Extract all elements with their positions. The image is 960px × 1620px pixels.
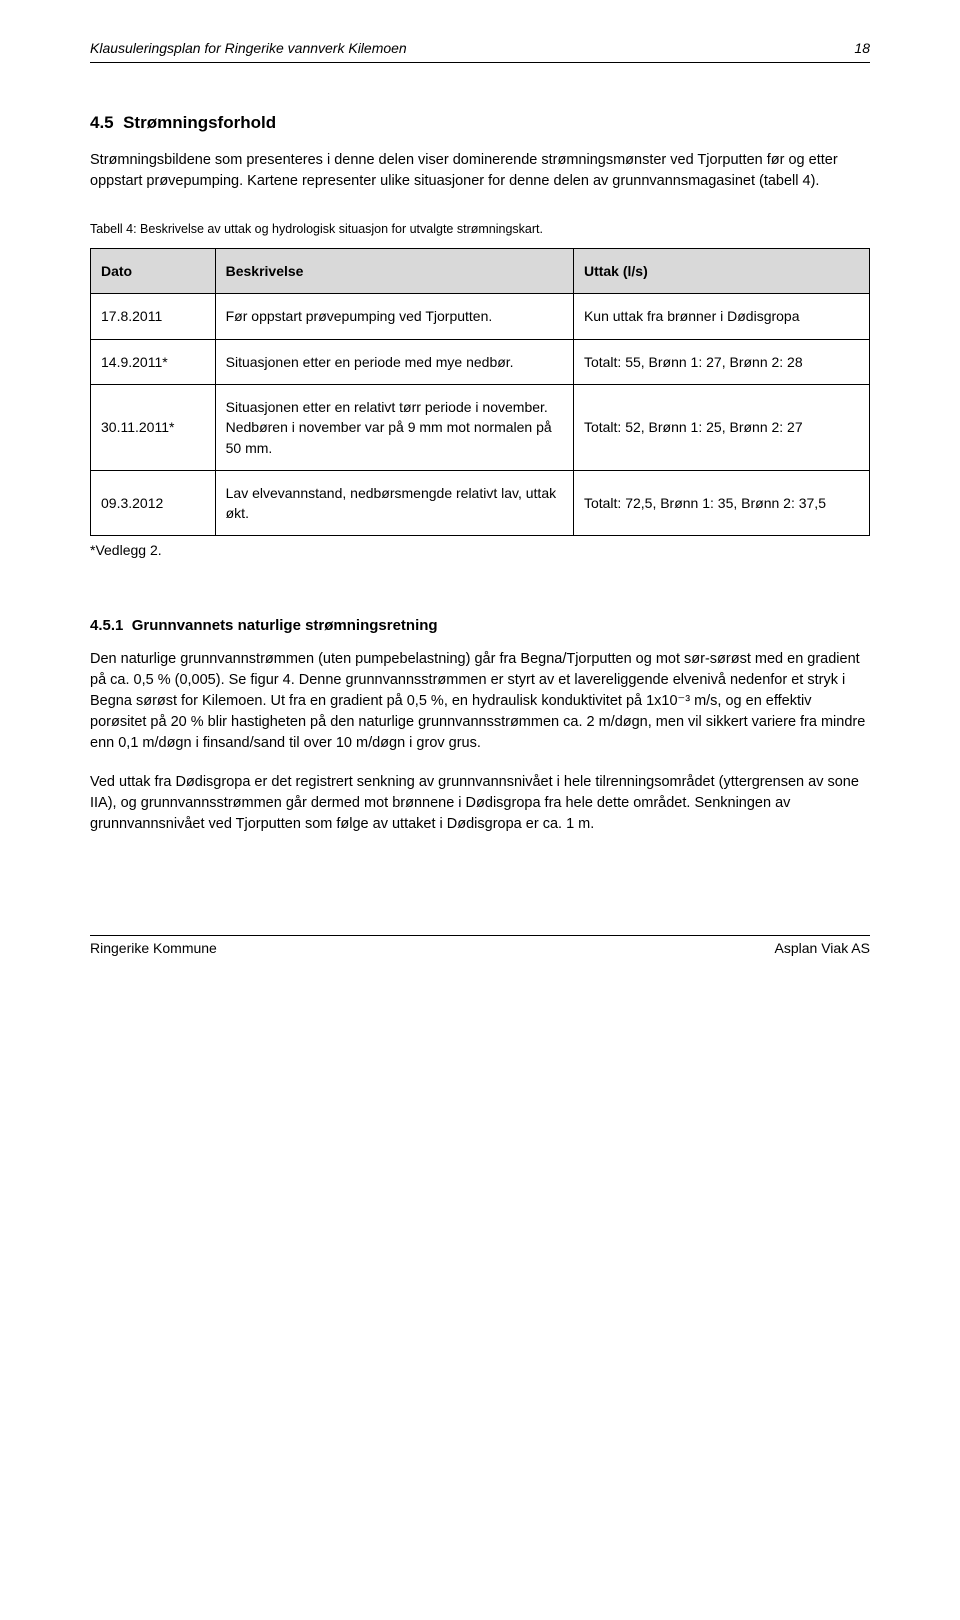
page-header: Klausuleringsplan for Ringerike vannverk…: [90, 38, 870, 58]
header-title: Klausuleringsplan for Ringerike vannverk…: [90, 38, 407, 58]
subsection-title: Grunnvannets naturlige strømningsretning: [132, 617, 438, 634]
cell-desc: Før oppstart prøvepumping ved Tjorputten…: [215, 294, 573, 339]
cell-uttak: Kun uttak fra brønner i Dødisgropa: [573, 294, 869, 339]
section-4-5-1-heading: 4.5.1 Grunnvannets naturlige strømningsr…: [90, 615, 870, 637]
cell-desc: Situasjonen etter en periode med mye ned…: [215, 339, 573, 384]
table-4: Dato Beskrivelse Uttak (l/s) 17.8.2011 F…: [90, 248, 870, 536]
page-footer: Ringerike Kommune Asplan Viak AS: [90, 935, 870, 958]
section-number: 4.5: [90, 113, 114, 132]
cell-desc: Lav elvevannstand, nedbørsmengde relativ…: [215, 470, 573, 536]
section-title: Strømningsforhold: [123, 113, 276, 132]
section-4-5-heading: 4.5 Strømningsforhold: [90, 111, 870, 136]
section-4-5-para1: Strømningsbildene som presenteres i denn…: [90, 150, 870, 192]
section-4-5-1-para1: Den naturlige grunnvannstrømmen (uten pu…: [90, 649, 870, 754]
table-row: 30.11.2011* Situasjonen etter en relativ…: [91, 384, 870, 470]
cell-date: 09.3.2012: [91, 470, 216, 536]
col-dato: Dato: [91, 249, 216, 294]
cell-date: 30.11.2011*: [91, 384, 216, 470]
subsection-number: 4.5.1: [90, 617, 123, 634]
table-4-footnote: *Vedlegg 2.: [90, 540, 870, 560]
col-beskrivelse: Beskrivelse: [215, 249, 573, 294]
table-row: 14.9.2011* Situasjonen etter en periode …: [91, 339, 870, 384]
table-header-row: Dato Beskrivelse Uttak (l/s): [91, 249, 870, 294]
cell-desc: Situasjonen etter en relativt tørr perio…: [215, 384, 573, 470]
header-rule: [90, 62, 870, 63]
table-4-caption: Tabell 4: Beskrivelse av uttak og hydrol…: [90, 220, 870, 238]
footer-left: Ringerike Kommune: [90, 938, 217, 958]
cell-date: 14.9.2011*: [91, 339, 216, 384]
table-row: 17.8.2011 Før oppstart prøvepumping ved …: [91, 294, 870, 339]
section-4-5-1-para2: Ved uttak fra Dødisgropa er det registre…: [90, 772, 870, 835]
header-page: 18: [854, 38, 870, 58]
cell-uttak: Totalt: 52, Brønn 1: 25, Brønn 2: 27: [573, 384, 869, 470]
table-row: 09.3.2012 Lav elvevannstand, nedbørsmeng…: [91, 470, 870, 536]
col-uttak: Uttak (l/s): [573, 249, 869, 294]
cell-uttak: Totalt: 55, Brønn 1: 27, Brønn 2: 28: [573, 339, 869, 384]
footer-right: Asplan Viak AS: [775, 938, 870, 958]
cell-date: 17.8.2011: [91, 294, 216, 339]
cell-uttak: Totalt: 72,5, Brønn 1: 35, Brønn 2: 37,5: [573, 470, 869, 536]
